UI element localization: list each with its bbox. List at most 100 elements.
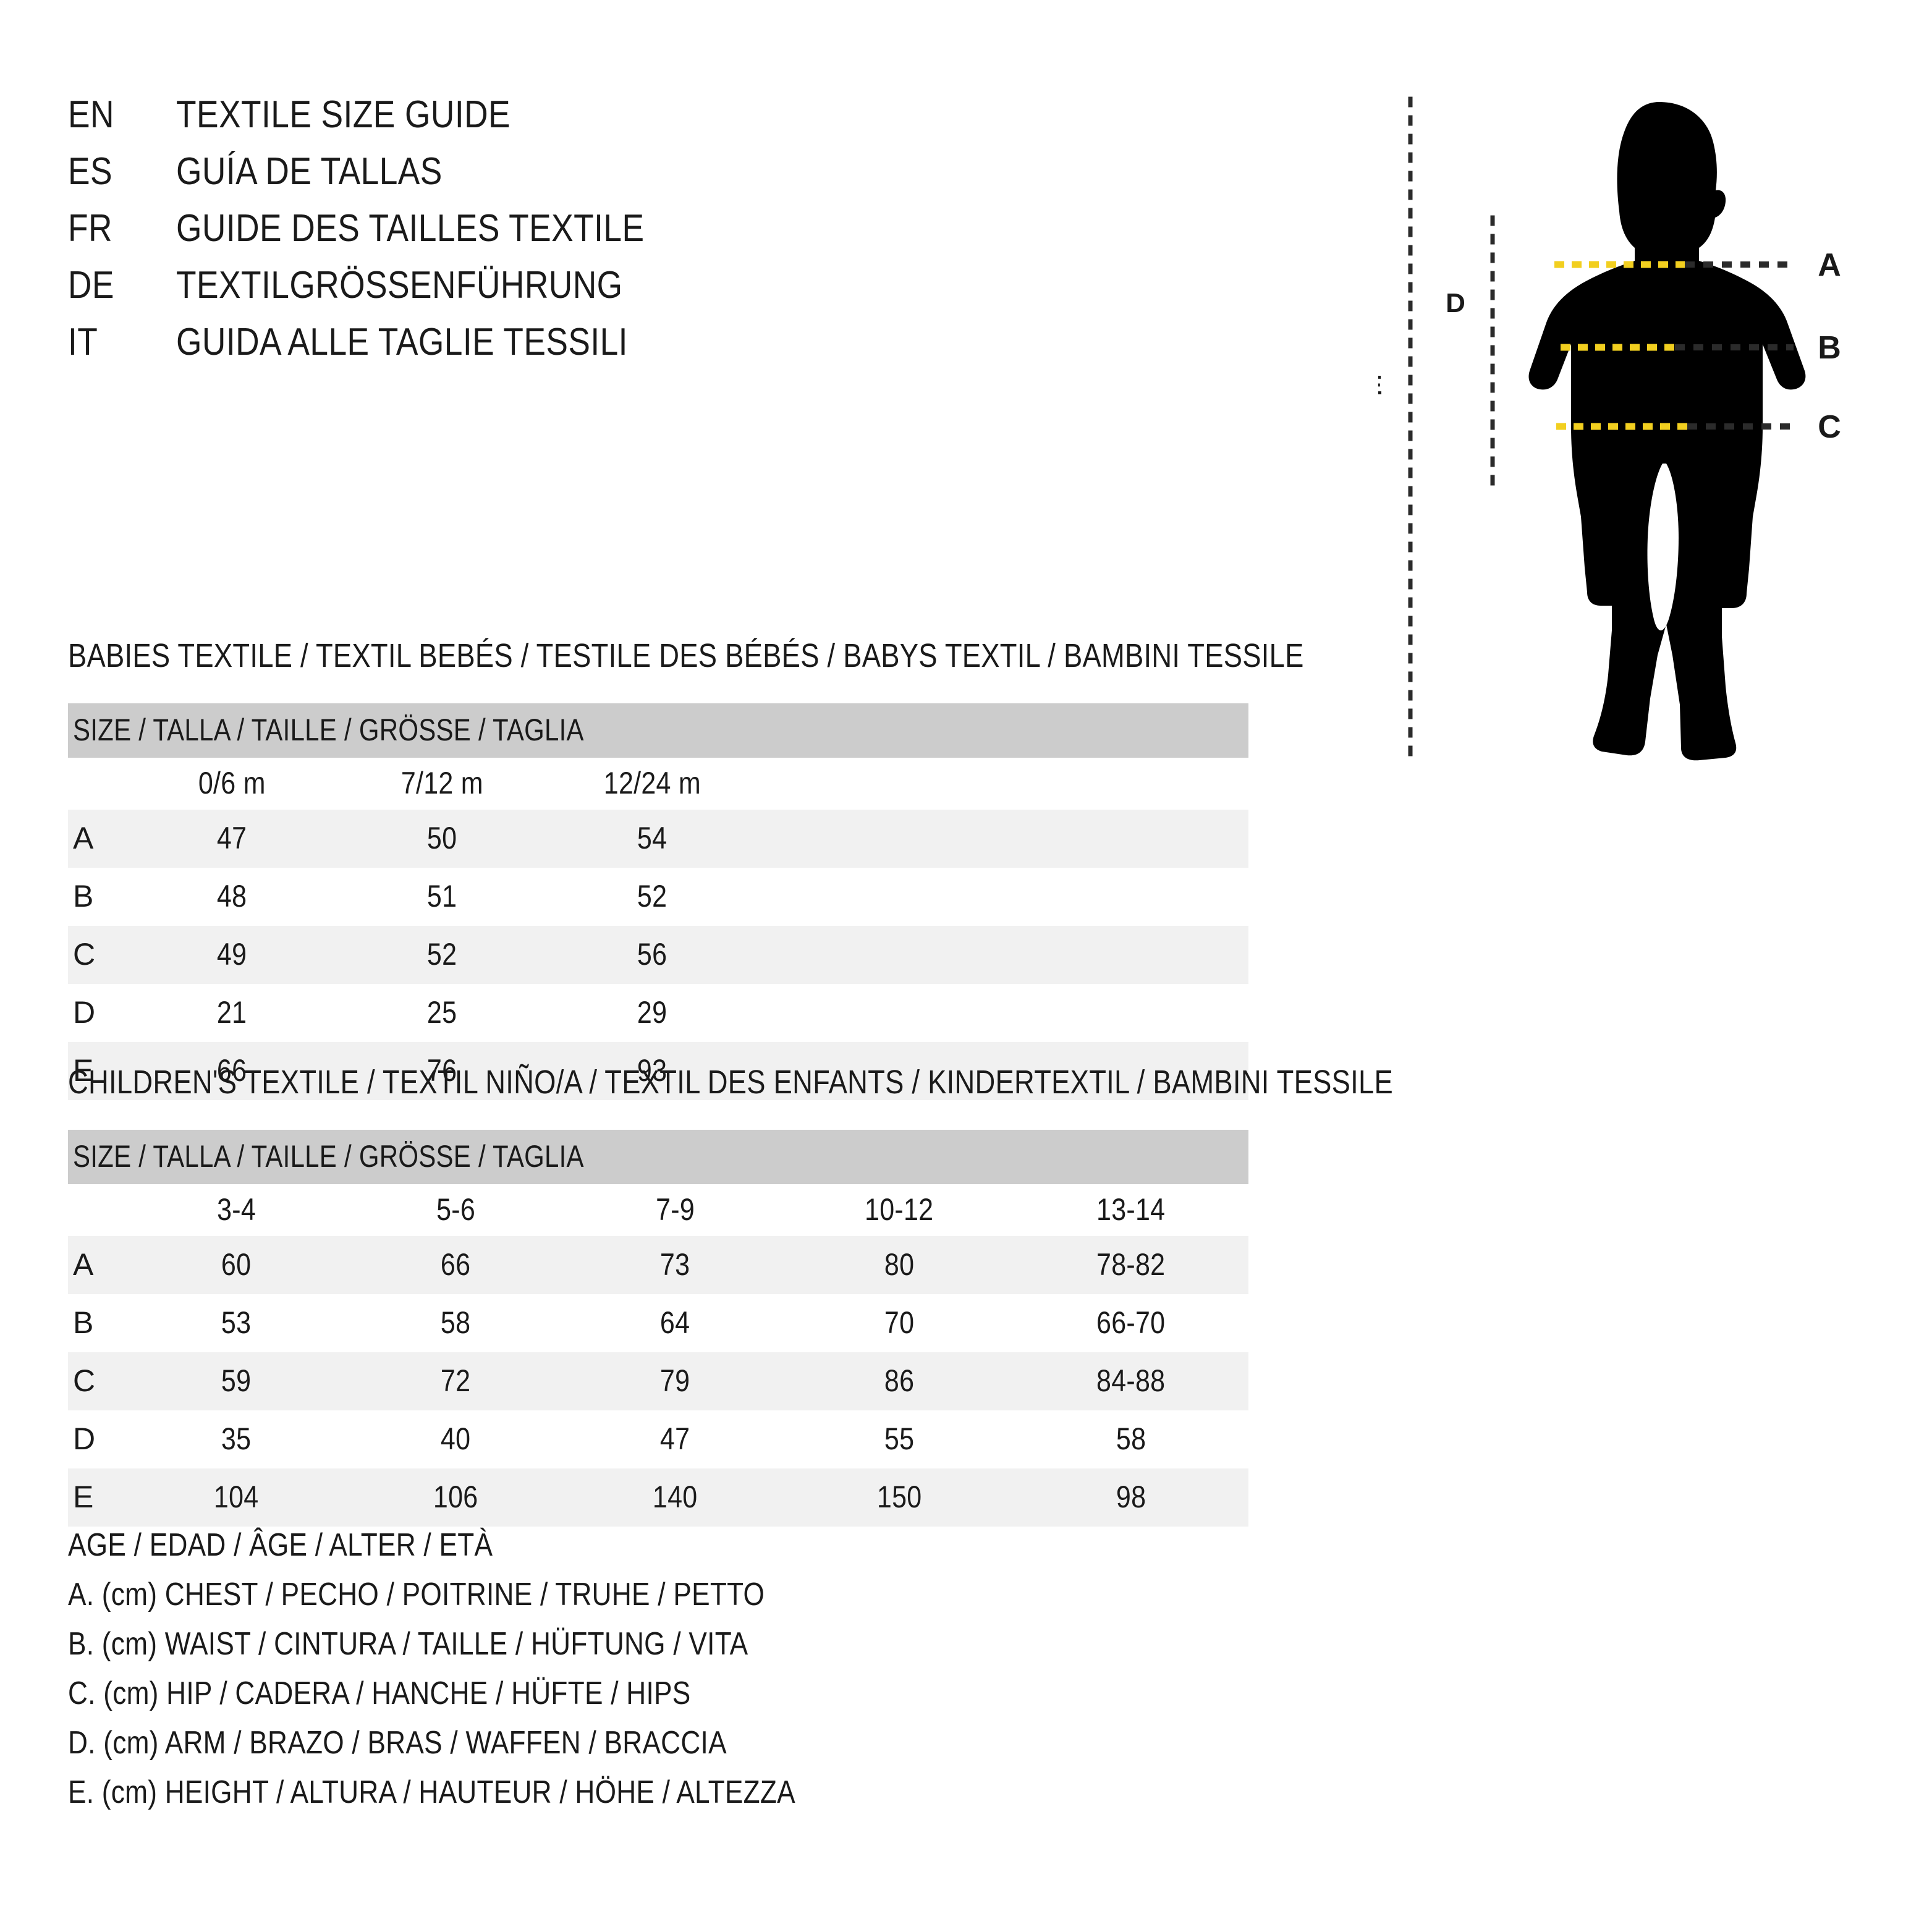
- children-column-header-4: 13-14: [1014, 1184, 1249, 1236]
- language-title-it: GUIDA ALLE TAGLIE TESSILI: [176, 321, 628, 363]
- babies-cell-a-1: 50: [337, 810, 547, 868]
- children-column-header-3: 10-12: [785, 1184, 1014, 1236]
- children-size-table: SIZE / TALLA / TAILLE / GRÖSSE / TAGLIA …: [68, 1130, 1249, 1527]
- table-row: E 66 76 93: [68, 1042, 1249, 1100]
- table-row: C 59 72 79 86 84-88: [68, 1352, 1249, 1410]
- babies-row-e-filler: [757, 1042, 1249, 1100]
- children-row-label-e: E: [68, 1468, 127, 1527]
- language-row-de: DE TEXTILGRÖSSENFÜHRUNG: [68, 263, 871, 320]
- children-band-label: SIZE / TALLA / TAILLE / GRÖSSE / TAGLIA: [68, 1130, 1249, 1184]
- marker-label-e: E: [1378, 370, 1383, 400]
- babies-row-label-c: C: [68, 926, 127, 984]
- marker-label-d: D: [1446, 288, 1465, 318]
- babies-cell-d-1: 25: [337, 984, 547, 1042]
- language-title-en: TEXTILE SIZE GUIDE: [176, 93, 511, 136]
- babies-column-header-row: 0/6 m 7/12 m 12/24 m: [68, 758, 1249, 810]
- babies-row-label-d: D: [68, 984, 127, 1042]
- children-cell-c-3: 86: [785, 1352, 1014, 1410]
- babies-cell-c-1: 52: [337, 926, 547, 984]
- children-cell-d-4: 58: [1014, 1410, 1249, 1468]
- babies-cell-a-0: 47: [127, 810, 337, 868]
- children-column-header-row: 3-4 5-6 7-9 10-12 13-14: [68, 1184, 1249, 1236]
- babies-cell-d-0: 21: [127, 984, 337, 1042]
- children-column-header-1: 5-6: [346, 1184, 566, 1236]
- babies-section: BABIES TEXTILE / TEXTIL BEBÉS / TESTILE …: [68, 637, 1304, 1100]
- language-row-it: IT GUIDA ALLE TAGLIE TESSILI: [68, 320, 871, 377]
- legend-item-e: E. (cm) HEIGHT / ALTURA / HAUTEUR / HÖHE…: [68, 1774, 795, 1810]
- children-cell-c-4: 84-88: [1014, 1352, 1249, 1410]
- children-cell-b-2: 64: [566, 1294, 785, 1352]
- children-cell-e-4: 98: [1014, 1468, 1249, 1527]
- measurement-legend: AGE / EDAD / ÂGE / ALTER / ETÀ A. (cm) C…: [68, 1527, 1057, 1823]
- language-code-es: ES: [68, 150, 112, 193]
- babies-heading: BABIES TEXTILE / TEXTIL BEBÉS / TESTILE …: [68, 637, 1304, 674]
- babies-row-label-b: B: [68, 868, 127, 926]
- children-cell-d-0: 35: [127, 1410, 346, 1468]
- babies-filler-cell: [757, 758, 1249, 810]
- babies-band-header-row: SIZE / TALLA / TAILLE / GRÖSSE / TAGLIA: [68, 703, 1249, 758]
- table-row: A 60 66 73 80 78-82: [68, 1236, 1249, 1294]
- children-corner-cell: [68, 1184, 127, 1236]
- babies-column-header-1: 7/12 m: [337, 758, 547, 810]
- children-heading: CHILDREN'S TEXTILE / TEXTIL NIÑO/A / TEX…: [68, 1064, 1394, 1101]
- babies-size-table: SIZE / TALLA / TAILLE / GRÖSSE / TAGLIA …: [68, 703, 1249, 1100]
- babies-cell-c-0: 49: [127, 926, 337, 984]
- children-cell-c-1: 72: [346, 1352, 566, 1410]
- children-cell-a-3: 80: [785, 1236, 1014, 1294]
- marker-label-a: A: [1818, 247, 1841, 283]
- babies-row-a-filler: [757, 810, 1249, 868]
- language-row-es: ES GUÍA DE TALLAS: [68, 150, 871, 206]
- children-cell-e-0: 104: [127, 1468, 346, 1527]
- babies-row-label-a: A: [68, 810, 127, 868]
- table-row: D 21 25 29: [68, 984, 1249, 1042]
- children-cell-e-3: 150: [785, 1468, 1014, 1527]
- children-cell-a-0: 60: [127, 1236, 346, 1294]
- babies-row-c-filler: [757, 926, 1249, 984]
- children-cell-a-4: 78-82: [1014, 1236, 1249, 1294]
- language-title-block: EN TEXTILE SIZE GUIDE ES GUÍA DE TALLAS …: [68, 93, 871, 377]
- children-column-header-0: 3-4: [127, 1184, 346, 1236]
- legend-item-c: C. (cm) HIP / CADERA / HANCHE / HÜFTE / …: [68, 1676, 691, 1711]
- children-cell-a-2: 73: [566, 1236, 785, 1294]
- children-cell-d-2: 47: [566, 1410, 785, 1468]
- babies-row-b-filler: [757, 868, 1249, 926]
- children-column-header-2: 7-9: [566, 1184, 785, 1236]
- children-cell-c-2: 79: [566, 1352, 785, 1410]
- children-cell-e-2: 140: [566, 1468, 785, 1527]
- legend-title: AGE / EDAD / ÂGE / ALTER / ETÀ: [68, 1527, 493, 1563]
- babies-cell-b-0: 48: [127, 868, 337, 926]
- babies-column-header-2: 12/24 m: [547, 758, 757, 810]
- measurement-figure-panel: E D A B C: [1378, 80, 1897, 773]
- babies-cell-a-2: 54: [547, 810, 757, 868]
- children-cell-e-1: 106: [346, 1468, 566, 1527]
- babies-cell-e-2: 93: [547, 1042, 757, 1100]
- language-code-de: DE: [68, 264, 114, 307]
- children-cell-b-4: 66-70: [1014, 1294, 1249, 1352]
- children-cell-c-0: 59: [127, 1352, 346, 1410]
- children-row-label-b: B: [68, 1294, 127, 1352]
- legend-item-d: D. (cm) ARM / BRAZO / BRAS / WAFFEN / BR…: [68, 1725, 727, 1761]
- babies-column-header-0: 0/6 m: [127, 758, 337, 810]
- babies-cell-c-2: 56: [547, 926, 757, 984]
- table-row: B 53 58 64 70 66-70: [68, 1294, 1249, 1352]
- babies-cell-b-2: 52: [547, 868, 757, 926]
- babies-band-label: SIZE / TALLA / TAILLE / GRÖSSE / TAGLIA: [68, 703, 1249, 758]
- babies-cell-d-2: 29: [547, 984, 757, 1042]
- babies-cell-e-0: 66: [127, 1042, 337, 1100]
- language-title-es: GUÍA DE TALLAS: [176, 150, 443, 193]
- table-row: B 48 51 52: [68, 868, 1249, 926]
- language-code-it: IT: [68, 321, 98, 363]
- children-row-label-a: A: [68, 1236, 127, 1294]
- children-cell-b-0: 53: [127, 1294, 346, 1352]
- language-row-fr: FR GUIDE DES TAILLES TEXTILE: [68, 206, 871, 263]
- children-row-label-d: D: [68, 1410, 127, 1468]
- children-band-header-row: SIZE / TALLA / TAILLE / GRÖSSE / TAGLIA: [68, 1130, 1249, 1184]
- children-section: CHILDREN'S TEXTILE / TEXTIL NIÑO/A / TEX…: [68, 1063, 1394, 1527]
- table-row: C 49 52 56: [68, 926, 1249, 984]
- table-row: D 35 40 47 55 58: [68, 1410, 1249, 1468]
- babies-row-d-filler: [757, 984, 1249, 1042]
- marker-label-b: B: [1818, 330, 1841, 366]
- babies-cell-e-1: 76: [337, 1042, 547, 1100]
- children-cell-d-1: 40: [346, 1410, 566, 1468]
- language-title-fr: GUIDE DES TAILLES TEXTILE: [176, 207, 645, 250]
